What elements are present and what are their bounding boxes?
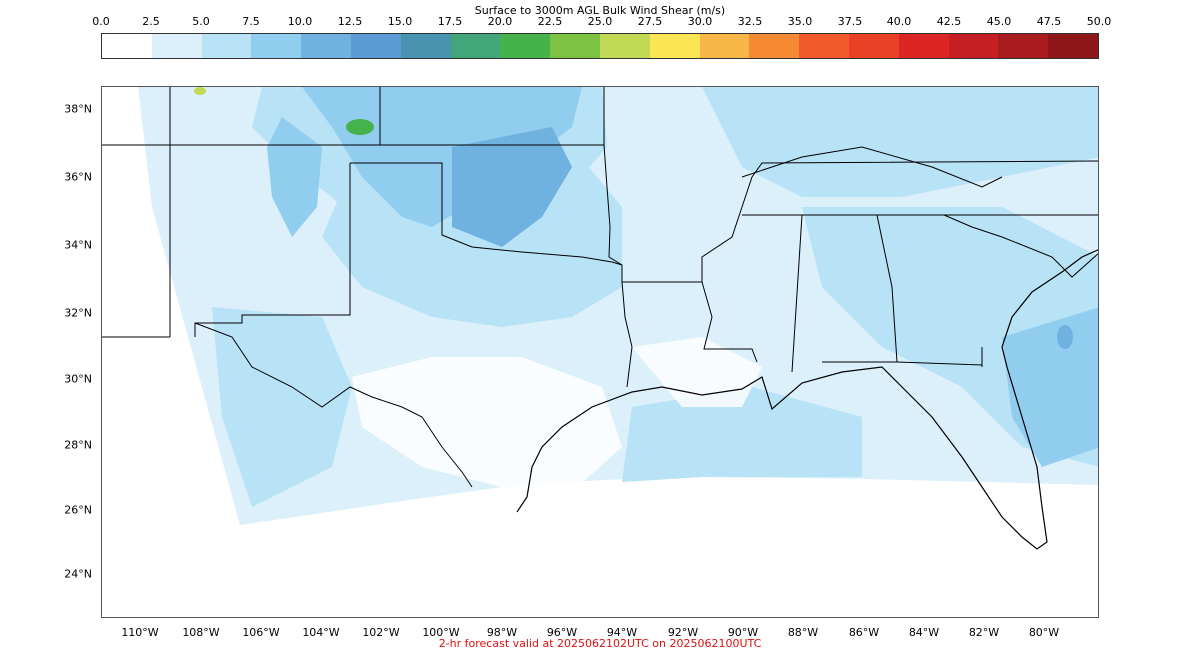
border-line [350, 162, 623, 266]
low-shear-louisiana [632, 337, 762, 407]
colorbar-swatch-13 [749, 34, 800, 58]
border-line [822, 214, 898, 363]
lon-label: 80°W [1028, 626, 1060, 639]
lon-label: 104°W [302, 626, 340, 639]
colorbar-tick: 30.0 [687, 15, 713, 28]
lon-label: 86°W [848, 626, 880, 639]
lon-label: 92°W [667, 626, 699, 639]
colorbar-swatch-16 [898, 34, 949, 58]
colorbar-tick: 47.5 [1036, 15, 1062, 28]
coastline-east [1001, 249, 1098, 348]
map-svg [102, 87, 1098, 550]
shear-max-colorado [346, 119, 374, 135]
colorbar-tick: 25.0 [587, 15, 613, 28]
lat-label: 34°N [64, 238, 92, 252]
lon-label: 106°W [242, 626, 280, 639]
border-line [896, 347, 983, 367]
forecast-valid-time: 2-hr forecast valid at 2025062102UTC on … [438, 637, 762, 650]
lon-label: 88°W [787, 626, 819, 639]
border-line [791, 214, 803, 373]
lat-label: 30°N [64, 372, 92, 386]
shear-region-oklahoma [452, 127, 572, 247]
colorbar-swatch-5 [350, 34, 401, 58]
border-line [701, 281, 758, 363]
colorbar-tick: 20.0 [487, 15, 513, 28]
border-line [194, 163, 351, 337]
state-boundaries [102, 87, 1098, 488]
colorbar-tick: 0.0 [92, 15, 110, 28]
border-line [943, 214, 1098, 278]
colorbar-tick: 22.5 [537, 15, 563, 28]
lon-label: 100°W [422, 626, 460, 639]
lat-label: 36°N [64, 170, 92, 184]
colorbar-swatch-18 [998, 34, 1049, 58]
shear-region-north [302, 87, 582, 227]
colorbar-swatch-4 [301, 34, 351, 58]
colorbar-tick: 45.0 [986, 15, 1012, 28]
shear-max-utah [194, 87, 206, 95]
lon-label: 94°W [606, 626, 638, 639]
colorbar-swatch-2 [201, 34, 252, 58]
chart-title: Surface to 3000m AGL Bulk Wind Shear (m/… [474, 4, 726, 17]
colorbar-tick: 42.5 [936, 15, 962, 28]
shear-max-atlantic [1057, 325, 1073, 349]
colorbar-swatch-7 [450, 34, 501, 58]
border-line [621, 281, 633, 388]
colorbar-tick: 37.5 [837, 15, 863, 28]
colorbar-tick: 17.5 [437, 15, 463, 28]
colorbar-swatch-12 [699, 34, 750, 58]
lon-label: 82°W [968, 626, 1000, 639]
colorbar-tick: 50.0 [1086, 15, 1112, 28]
colorbar-tick: 10.0 [287, 15, 313, 28]
lon-label: 108°W [182, 626, 220, 639]
colorbar-swatch-17 [948, 34, 999, 58]
colorbar-swatch-6 [400, 34, 451, 58]
colorbar-swatch-15 [848, 34, 899, 58]
colorbar-swatch-14 [799, 34, 849, 58]
shear-region-southwest [212, 307, 352, 507]
lon-label: 84°W [908, 626, 940, 639]
colorbar-tick: 32.5 [737, 15, 763, 28]
colorbar-swatch-19 [1048, 34, 1098, 58]
shear-region-east [702, 87, 1098, 197]
colorbar-tick: 7.5 [242, 15, 260, 28]
lat-label: 38°N [64, 102, 92, 116]
lon-label: 96°W [546, 626, 578, 639]
lat-label: 28°N [64, 438, 92, 452]
colorbar-swatch-0 [102, 34, 152, 58]
colorbar-tick: 2.5 [142, 15, 160, 28]
low-shear-texas [352, 357, 622, 487]
colorbar-tick: 15.0 [387, 15, 413, 28]
colorbar-swatch-3 [251, 34, 302, 58]
lon-label: 102°W [362, 626, 400, 639]
colorbar-swatch-8 [500, 34, 551, 58]
coastline [516, 346, 1048, 550]
lon-label: 110°W [121, 626, 159, 639]
colorbar-swatch-9 [550, 34, 600, 58]
lon-label: 98°W [486, 626, 518, 639]
shear-region-florida [1002, 307, 1098, 467]
colorbar-tick: 27.5 [637, 15, 663, 28]
colorbar-swatch-1 [151, 34, 202, 58]
lat-label: 26°N [64, 503, 92, 517]
shear-region-gulf [622, 387, 862, 482]
lon-label: 90°W [727, 626, 759, 639]
border-line [741, 146, 1003, 188]
border-line [194, 322, 473, 488]
map-panel [101, 86, 1099, 618]
colorbar [101, 33, 1099, 59]
colorbar-swatch-11 [649, 34, 700, 58]
colorbar-tick: 5.0 [192, 15, 210, 28]
lat-label: 24°N [64, 567, 92, 581]
colorbar-tick: 12.5 [337, 15, 363, 28]
colorbar-tick: 35.0 [787, 15, 813, 28]
colorbar-tick: 40.0 [886, 15, 912, 28]
shear-region-nm [267, 117, 322, 237]
lat-label: 32°N [64, 306, 92, 320]
colorbar-swatch-10 [599, 34, 650, 58]
